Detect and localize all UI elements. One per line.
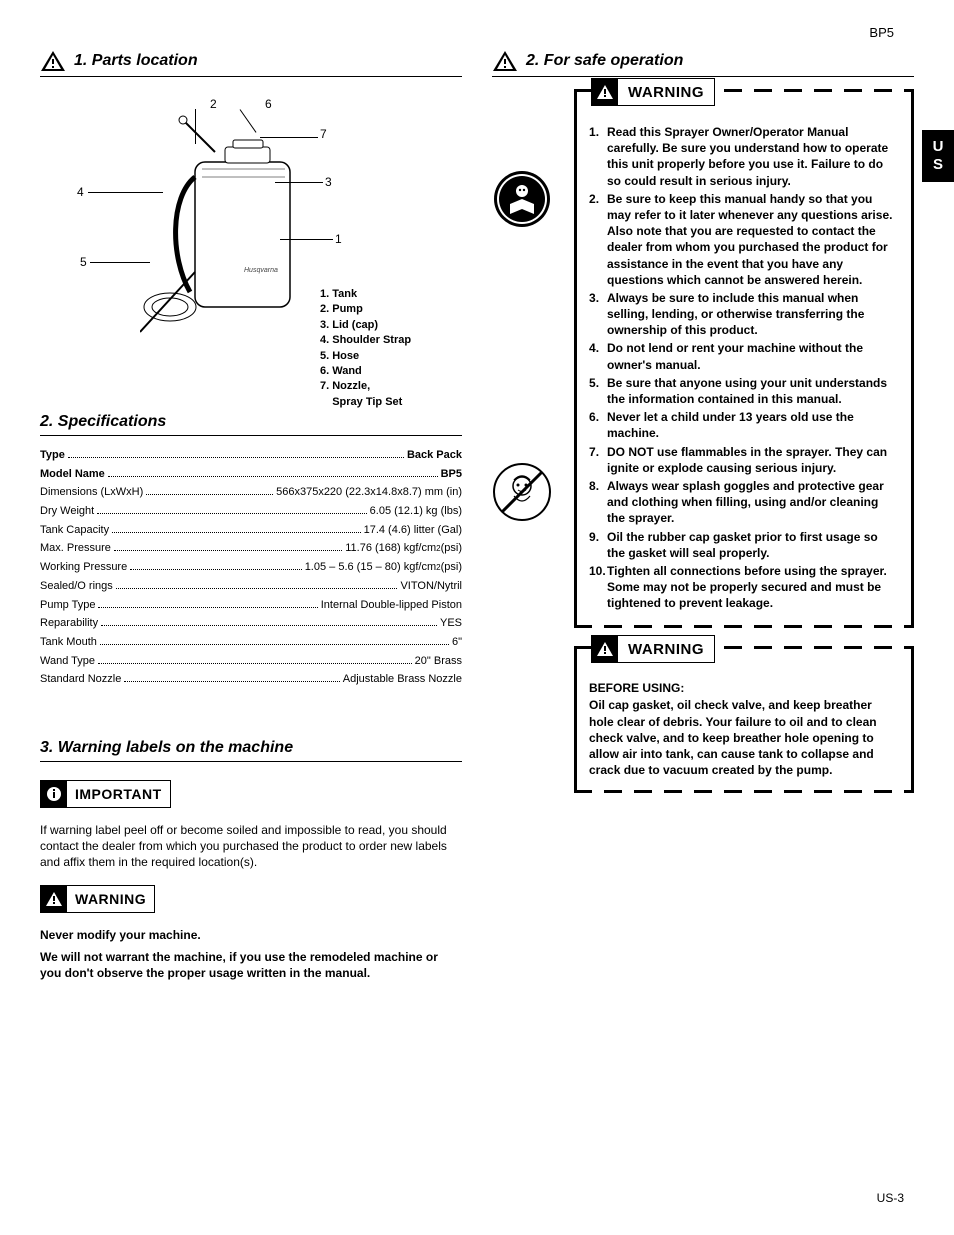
section-parts-location-header: 1. Parts location	[40, 50, 462, 77]
warning-label: WARNING	[618, 641, 714, 658]
warning-triangle-icon	[41, 886, 67, 912]
warning-box-main: WARNING Read this Sprayer Owner/Operator…	[574, 89, 914, 628]
parts-diagram: Husqvarna 2 6 7 3 1 4 5 1. Tank 2. Pum	[40, 97, 462, 397]
warning-list-item: Never let a child under 13 years old use…	[589, 409, 899, 441]
spec-row: Standard NozzleAdjustable Brass Nozzle	[40, 670, 462, 689]
section-warning-labels-title: 3. Warning labels on the machine	[40, 739, 462, 762]
warning-triangle-icon	[592, 79, 618, 105]
spec-row: Max. Pressure11.76 (168) kgf/cm2 (psi)	[40, 539, 462, 558]
callout-7: 7	[320, 127, 327, 141]
warning-list-item: Be sure that anyone using your unit unde…	[589, 375, 899, 407]
spec-row: Wand Type20" Brass	[40, 652, 462, 671]
warning-list: Read this Sprayer Owner/Operator Manual …	[589, 124, 899, 611]
spec-row: Sealed/O ringsVITON/Nytril	[40, 577, 462, 596]
warning-list-item: Oil the rubber cap gasket prior to first…	[589, 529, 899, 561]
warning-list-item: Be sure to keep this manual handy so tha…	[589, 191, 899, 288]
read-manual-icon	[492, 169, 552, 229]
warning-label: WARNING	[67, 891, 154, 907]
spec-row: TypeBack Pack	[40, 446, 462, 465]
model-code-top: BP5	[869, 25, 894, 40]
warning-box-before-using: WARNING BEFORE USING: Oil cap gasket, oi…	[574, 646, 914, 793]
warning-badge-left: WARNING	[40, 885, 155, 913]
warning-list-item: Always be sure to include this manual wh…	[589, 290, 899, 339]
side-tab-l2: S	[922, 156, 954, 174]
spec-row: Model NameBP5	[40, 465, 462, 484]
warning-left-line2: We will not warrant the machine, if you …	[40, 949, 462, 981]
warning-list-item: DO NOT use flammables in the sprayer. Th…	[589, 444, 899, 476]
sprayer-illustration: Husqvarna	[140, 107, 330, 337]
before-using-heading: BEFORE USING:	[589, 681, 899, 695]
section-specifications-title: 2. Specifications	[40, 413, 462, 436]
section-safe-operation-header: 2. For safe operation	[492, 50, 914, 77]
warning-list-item: Read this Sprayer Owner/Operator Manual …	[589, 124, 899, 189]
warning-triangle-icon	[592, 636, 618, 662]
warning-badge: WARNING	[591, 78, 715, 106]
spec-row: Tank Capacity17.4 (4.6) litter (Gal)	[40, 521, 462, 540]
spec-row: Dry Weight6.05 (12.1) kg (lbs)	[40, 502, 462, 521]
callout-5: 5	[80, 255, 87, 269]
side-tab-l1: U	[922, 138, 954, 156]
page-number: US-3	[877, 1191, 904, 1205]
callout-1: 1	[335, 232, 342, 246]
warning-list-item: Tighten all connections before using the…	[589, 563, 899, 612]
section-title: 1. Parts location	[74, 52, 198, 70]
callout-6: 6	[265, 97, 272, 111]
warning-badge: WARNING	[591, 635, 715, 663]
important-badge: IMPORTANT	[40, 780, 171, 808]
warning-left-line1: Never modify your machine.	[40, 927, 462, 943]
spec-row: ReparabilityYES	[40, 614, 462, 633]
info-icon	[41, 781, 67, 807]
warning-triangle-icon	[40, 50, 66, 72]
spec-row: Dimensions (LxWxH)566x375x220 (22.3x14.8…	[40, 483, 462, 502]
svg-text:Husqvarna: Husqvarna	[244, 267, 278, 274]
warning-list-item: Always wear splash goggles and protectiv…	[589, 478, 899, 527]
important-label: IMPORTANT	[67, 786, 170, 802]
callout-4: 4	[77, 185, 84, 199]
callout-3: 3	[325, 175, 332, 189]
spec-row: Pump TypeInternal Double-lipped Piston	[40, 596, 462, 615]
section-title: 2. For safe operation	[526, 52, 683, 70]
spec-row: Working Pressure1.05 – 5.6 (15 – 80) kgf…	[40, 558, 462, 577]
important-text: If warning label peel off or become soil…	[40, 822, 462, 871]
warning-triangle-icon	[492, 50, 518, 72]
specifications-table: TypeBack PackModel NameBP5Dimensions (Lx…	[40, 446, 462, 689]
spec-row: Tank Mouth6"	[40, 633, 462, 652]
parts-legend: 1. Tank 2. Pump 3. Lid (cap) 4. Shoulder…	[320, 287, 411, 410]
no-children-icon	[492, 462, 552, 522]
warning-list-item: Do not lend or rent your machine without…	[589, 340, 899, 372]
before-using-text: Oil cap gasket, oil check valve, and kee…	[589, 697, 899, 778]
callout-2: 2	[210, 97, 217, 111]
warning-label: WARNING	[618, 84, 714, 101]
side-tab: U S	[922, 130, 954, 182]
